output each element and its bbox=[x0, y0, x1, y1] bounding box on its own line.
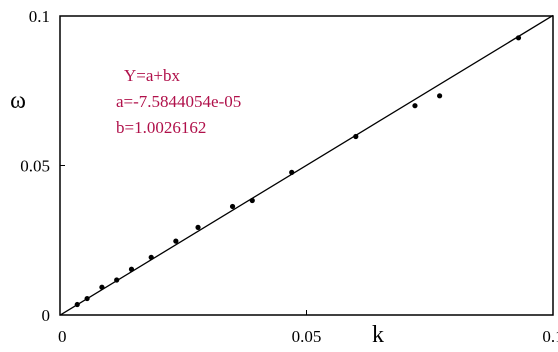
data-point bbox=[148, 254, 154, 260]
data-point bbox=[437, 93, 443, 99]
data-point bbox=[229, 203, 236, 210]
y-tick-label: 0.05 bbox=[20, 157, 50, 176]
data-point bbox=[114, 277, 120, 283]
y-axis-label: ω bbox=[10, 88, 26, 114]
data-point bbox=[128, 266, 135, 272]
data-point bbox=[515, 35, 522, 41]
x-axis-label: k bbox=[372, 322, 384, 347]
data-point bbox=[173, 238, 179, 244]
data-point bbox=[412, 103, 418, 109]
regression-line bbox=[59, 14, 554, 316]
x-tick-label: 0 bbox=[58, 327, 67, 346]
slope-label: b=1.0026162 bbox=[116, 118, 206, 137]
intercept-label: a=-7.5844054e-05 bbox=[116, 92, 241, 111]
y-tick-label: 0.1 bbox=[29, 7, 50, 26]
y-tick-label: 0 bbox=[42, 306, 51, 325]
data-point bbox=[74, 301, 80, 308]
x-tick-label: 0.1 bbox=[542, 327, 558, 346]
data-point bbox=[99, 284, 105, 290]
data-point bbox=[249, 197, 255, 204]
x-tick-label: 0.05 bbox=[292, 327, 322, 346]
data-point bbox=[289, 169, 295, 175]
regression-equation: Y=a+bx bbox=[124, 66, 180, 85]
data-point bbox=[195, 224, 201, 230]
data-point bbox=[353, 133, 359, 140]
data-point bbox=[84, 295, 90, 302]
